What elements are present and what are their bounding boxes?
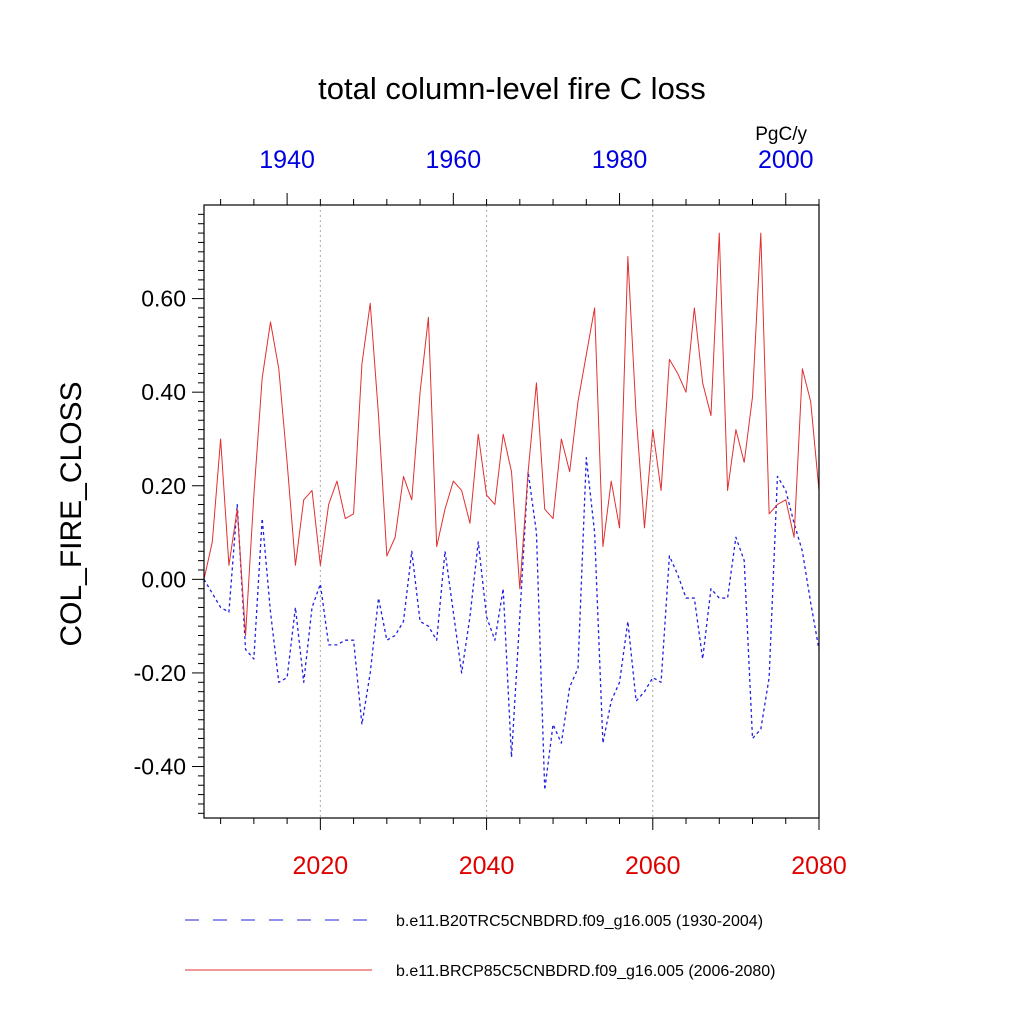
x-bottom-tick-label: 2080 bbox=[791, 852, 847, 880]
x-bottom-tick-label: 2040 bbox=[459, 852, 515, 880]
chart-title: total column-level fire C loss bbox=[318, 71, 706, 106]
y-axis-title: COL_FIRE_CLOSS bbox=[55, 381, 88, 646]
y-tick-label: -0.20 bbox=[134, 660, 186, 686]
x-top-tick-label: 1960 bbox=[426, 146, 482, 174]
y-tick-label: 0.00 bbox=[141, 566, 186, 592]
vertical-grid bbox=[319, 205, 654, 818]
series-line-1 bbox=[203, 457, 820, 791]
legend: b.e11.B20TRC5CNBDRD.f09_g16.005 (1930-20… bbox=[185, 913, 775, 980]
x-top-tick-label: 2000 bbox=[758, 146, 814, 174]
x-top-tick-label: 1980 bbox=[592, 146, 648, 174]
y-tick-label: -0.40 bbox=[134, 754, 186, 780]
plot-series bbox=[203, 232, 820, 791]
y-tick-label: 0.60 bbox=[141, 286, 186, 312]
y-tick-label: 0.20 bbox=[141, 473, 186, 499]
x-bottom-tick-label: 2020 bbox=[293, 852, 349, 880]
units-label: PgC/y bbox=[755, 124, 807, 145]
x-bottom-tick-label: 2060 bbox=[625, 852, 681, 880]
series-line-2 bbox=[203, 232, 820, 636]
axis-tick-labels: -0.40 -0.20 0.00 0.20 0.40 0.60 2020 2040 2060 20… bbox=[134, 146, 847, 880]
y-tick-label: 0.40 bbox=[141, 379, 186, 405]
legend-label-1: b.e11.B20TRC5CNBDRD.f09_g16.005 (1930-20… bbox=[396, 913, 763, 930]
plot-frame bbox=[203, 204, 820, 819]
x-top-tick-label: 1940 bbox=[259, 146, 315, 174]
legend-label-2: b.e11.BRCP85C5CNBDRD.f09_g16.005 (2006-2… bbox=[396, 963, 775, 980]
axis-ticks bbox=[192, 193, 820, 830]
